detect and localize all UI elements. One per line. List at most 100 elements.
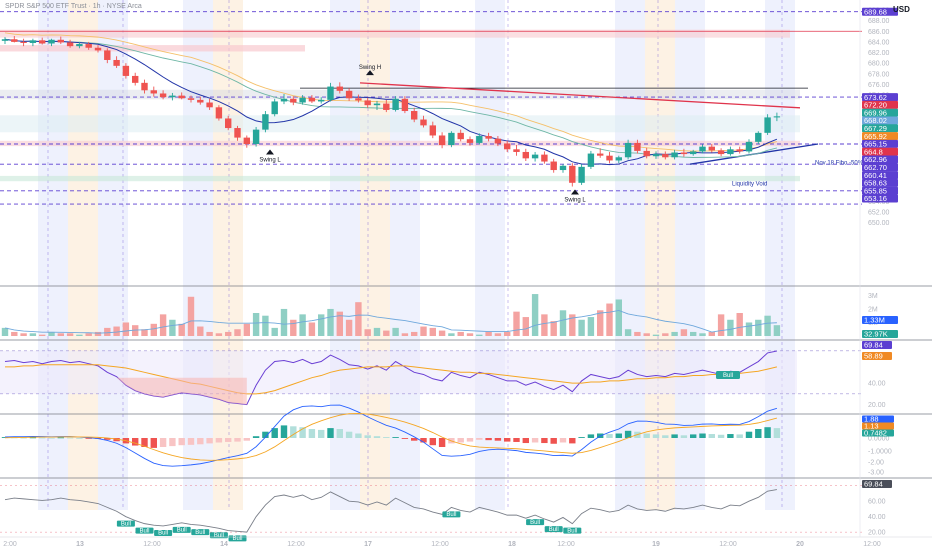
- macd-histogram-bar[interactable]: [513, 438, 520, 442]
- volume-bar[interactable]: [187, 296, 195, 336]
- macd-histogram-bar[interactable]: [39, 437, 46, 439]
- volume-bar[interactable]: [745, 322, 753, 336]
- candle-body[interactable]: [708, 146, 715, 151]
- candle-body[interactable]: [104, 50, 111, 60]
- volume-bar[interactable]: [308, 322, 316, 336]
- volume-bar[interactable]: [438, 330, 446, 336]
- volume-bar[interactable]: [494, 333, 502, 336]
- macd-histogram-bar[interactable]: [671, 434, 678, 438]
- macd-pane[interactable]: 0.0000 -1.0000 -2.00 -3.00 1.881.130.7482: [0, 404, 932, 477]
- candle-body[interactable]: [169, 95, 176, 98]
- candle-body[interactable]: [141, 82, 148, 91]
- candle-body[interactable]: [290, 98, 297, 103]
- candle-body[interactable]: [373, 103, 381, 106]
- volume-bar[interactable]: [736, 313, 743, 336]
- volume-bar[interactable]: [48, 331, 55, 336]
- macd-histogram-bar[interactable]: [587, 434, 595, 438]
- macd-histogram-bar[interactable]: [150, 438, 157, 448]
- candle-body[interactable]: [504, 143, 511, 150]
- candle-body[interactable]: [20, 41, 27, 43]
- candle-body[interactable]: [85, 44, 92, 48]
- candle-body[interactable]: [764, 117, 771, 133]
- volume-bar[interactable]: [504, 331, 511, 336]
- macd-histogram-bar[interactable]: [690, 434, 697, 438]
- candle-body[interactable]: [578, 166, 585, 183]
- volume-bar[interactable]: [159, 314, 167, 336]
- candle-body[interactable]: [541, 154, 548, 162]
- volume-bar[interactable]: [215, 333, 223, 336]
- macd-histogram-bar[interactable]: [29, 437, 37, 439]
- candle-body[interactable]: [262, 114, 269, 130]
- candle-body[interactable]: [429, 125, 436, 136]
- candle-body[interactable]: [243, 137, 250, 144]
- rsi-secondary-pane[interactable]: 80.0060.0040.0020.0069.84BullBullBullBul…: [0, 477, 932, 542]
- macd-histogram-bar[interactable]: [504, 438, 511, 442]
- candle-body[interactable]: [150, 90, 157, 94]
- volume-bar[interactable]: [448, 333, 455, 336]
- volume-bar[interactable]: [652, 334, 660, 336]
- volume-bar[interactable]: [420, 326, 427, 336]
- macd-histogram-bar[interactable]: [569, 438, 576, 444]
- macd-histogram-bar[interactable]: [234, 438, 241, 442]
- candle-body[interactable]: [736, 149, 743, 152]
- macd-histogram-bar[interactable]: [76, 438, 83, 439]
- volume-bar[interactable]: [150, 323, 157, 336]
- macd-histogram-bar[interactable]: [85, 438, 92, 439]
- volume-bar[interactable]: [57, 333, 64, 336]
- candle-body[interactable]: [178, 95, 185, 99]
- macd-histogram-bar[interactable]: [494, 438, 502, 441]
- price-axis[interactable]: 690.00688.00686.00684.00682.00680.00678.…: [862, 7, 898, 227]
- macd-histogram-bar[interactable]: [345, 431, 353, 438]
- candle-body[interactable]: [569, 165, 576, 183]
- macd-histogram-bar[interactable]: [755, 429, 762, 438]
- volume-bar[interactable]: [615, 299, 622, 336]
- volume-bar[interactable]: [411, 331, 418, 336]
- candle-body[interactable]: [643, 150, 650, 157]
- volume-bar[interactable]: [271, 327, 278, 336]
- volume-bar[interactable]: [66, 333, 74, 336]
- candle-body[interactable]: [727, 149, 734, 155]
- candle-body[interactable]: [280, 98, 288, 102]
- macd-histogram-bar[interactable]: [252, 436, 260, 438]
- volume-bar[interactable]: [355, 302, 362, 336]
- candle-body[interactable]: [215, 107, 223, 119]
- volume-bar[interactable]: [624, 329, 632, 336]
- volume-bar[interactable]: [522, 317, 529, 336]
- candle-body[interactable]: [662, 154, 669, 158]
- macd-histogram-bar[interactable]: [438, 438, 446, 447]
- volume-bar[interactable]: [541, 314, 548, 336]
- volume-bar[interactable]: [485, 331, 492, 336]
- candle-body[interactable]: [550, 161, 557, 171]
- candle-body[interactable]: [485, 136, 492, 139]
- volume-bar[interactable]: [457, 331, 464, 336]
- volume-bar[interactable]: [429, 327, 436, 336]
- volume-bar[interactable]: [634, 331, 641, 336]
- macd-histogram-bar[interactable]: [318, 429, 325, 438]
- volume-bar[interactable]: [85, 333, 92, 336]
- macd-histogram-bar[interactable]: [392, 437, 399, 438]
- macd-histogram-bar[interactable]: [420, 438, 427, 443]
- candle-body[interactable]: [624, 142, 632, 158]
- macd-histogram-bar[interactable]: [187, 438, 195, 445]
- volume-bar[interactable]: [513, 311, 520, 336]
- volume-bar[interactable]: [225, 331, 232, 336]
- macd-histogram-bar[interactable]: [132, 438, 139, 446]
- candle-body[interactable]: [457, 132, 464, 140]
- macd-histogram-bar[interactable]: [457, 438, 464, 443]
- candle-body[interactable]: [634, 142, 641, 151]
- candle-body[interactable]: [606, 155, 613, 161]
- candle-body[interactable]: [755, 132, 762, 142]
- macd-histogram-bar[interactable]: [606, 434, 613, 438]
- candle-body[interactable]: [252, 129, 260, 144]
- volume-bar[interactable]: [764, 315, 771, 336]
- volume-bar[interactable]: [671, 331, 678, 336]
- volume-bar[interactable]: [345, 319, 353, 336]
- candle-body[interactable]: [76, 44, 83, 47]
- candle-body[interactable]: [94, 47, 102, 51]
- candle-body[interactable]: [411, 111, 418, 120]
- macd-histogram-bar[interactable]: [299, 427, 306, 438]
- candle-body[interactable]: [197, 99, 204, 103]
- macd-histogram-bar[interactable]: [578, 437, 585, 438]
